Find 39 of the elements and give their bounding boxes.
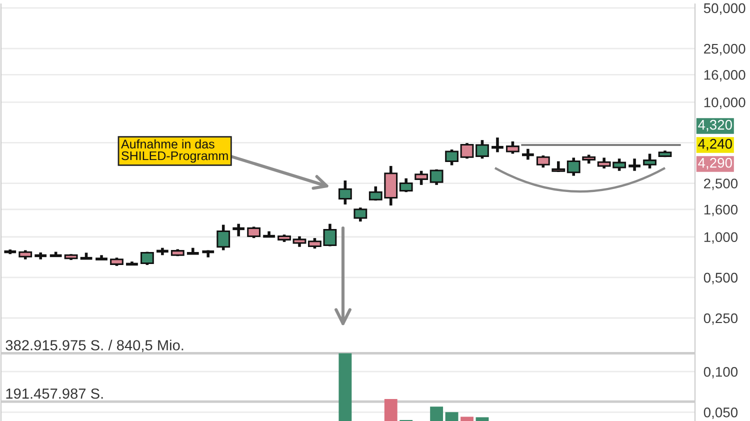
text: 4,290	[698, 158, 732, 170]
candlestick	[490, 136, 505, 154]
candlestick	[536, 154, 550, 169]
candlestick	[216, 223, 230, 252]
candlestick	[231, 222, 246, 238]
candlestick	[476, 138, 489, 160]
candlestick	[445, 148, 458, 167]
y-tick-label: 25,000	[704, 44, 746, 56]
candlestick	[506, 140, 520, 156]
y-tick-label: 1,600	[704, 204, 738, 216]
candlestick	[338, 179, 352, 206]
y-tick-label: 50,000	[704, 3, 746, 15]
y-tick-label: 0,100	[704, 366, 738, 378]
annotation: / 840,5 Mio.	[108, 340, 184, 352]
candlestick	[247, 225, 261, 240]
y-tick-label: 0,250	[704, 313, 738, 325]
text: 4,240	[698, 138, 732, 150]
candlestick	[292, 234, 306, 248]
candlestick	[430, 168, 444, 186]
candlestick	[566, 156, 580, 178]
y-tick-label: 16,000	[704, 70, 746, 82]
candlestick	[399, 176, 413, 194]
y-tick-label: 10,000	[704, 97, 746, 109]
candlestick	[354, 206, 368, 223]
y2-tick-label: 191.457.987 S.	[6, 388, 103, 399]
candlestick	[643, 152, 656, 170]
y-tick-label: 0,050	[704, 408, 738, 419]
candlestick	[414, 169, 428, 186]
candlestick	[627, 157, 642, 172]
candlestick	[140, 250, 154, 266]
annotation: Aufnahme in das SHILED-Programm	[121, 139, 228, 163]
text: 4,320	[698, 120, 732, 132]
y-tick-label: 1,000	[704, 232, 738, 244]
candlestick	[460, 142, 474, 160]
candlestick	[18, 248, 32, 261]
y-tick-label: 0,500	[704, 272, 738, 284]
candlestick	[520, 147, 536, 162]
y2-tick-label: 382.915.975 S.	[6, 340, 103, 350]
y-tick-label: 2,500	[704, 178, 738, 190]
